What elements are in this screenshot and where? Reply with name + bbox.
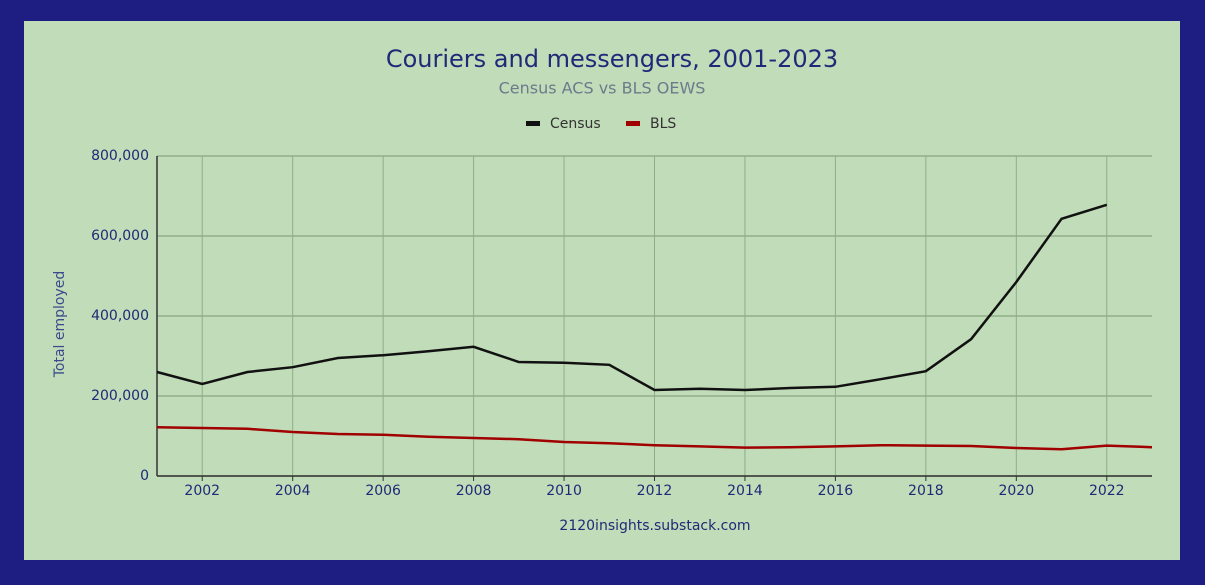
y-tick-label: 200,000: [91, 388, 149, 404]
x-tick-label: 2002: [184, 483, 220, 499]
x-tick-label: 2010: [546, 483, 582, 499]
x-tick-label: 2012: [637, 483, 673, 499]
x-tick-label: 2006: [365, 483, 401, 499]
y-axis-label: Total employed: [52, 271, 68, 379]
panel: [24, 21, 1180, 560]
x-tick-label: 2018: [908, 483, 944, 499]
series-line: [156, 425, 1153, 451]
x-tick-label: 2022: [1089, 483, 1125, 499]
chart-title: Couriers and messengers, 2001-2023: [386, 45, 838, 73]
series-line: [156, 203, 1108, 392]
y-tick-label: 400,000: [91, 308, 149, 324]
x-tick-label: 2004: [275, 483, 311, 499]
y-tick-label: 600,000: [91, 228, 149, 244]
y-tick-label: 0: [140, 468, 149, 484]
x-tick-label: 2016: [818, 483, 854, 499]
x-tick-label: 2020: [998, 483, 1034, 499]
legend-label: Census: [550, 116, 601, 132]
legend-swatch: [626, 121, 640, 126]
x-tick-label: 2014: [727, 483, 763, 499]
x-tick-label: 2008: [456, 483, 492, 499]
legend-label: BLS: [650, 116, 676, 132]
y-tick-label: 800,000: [91, 148, 149, 164]
source: 2120insights.substack.com: [559, 518, 750, 534]
chart-subtitle: Census ACS vs BLS OEWS: [499, 79, 706, 98]
legend-swatch: [526, 121, 540, 126]
